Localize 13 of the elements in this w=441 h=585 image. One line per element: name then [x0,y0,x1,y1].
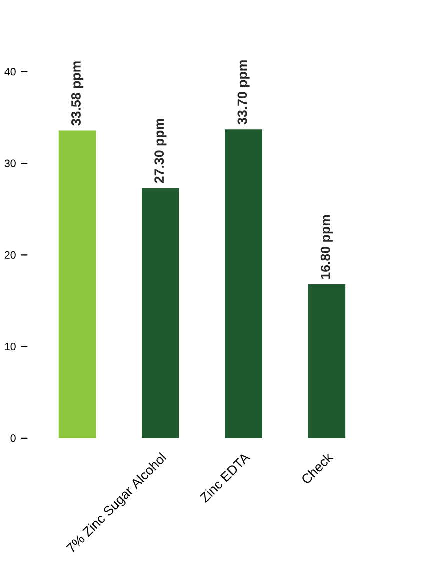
y-tick-label: 10 [5,343,16,351]
bar [224,130,262,438]
data-label: 33.58 ppm [71,62,84,126]
bar [142,188,180,438]
y-tick-label: 40 [4,68,16,76]
y-tick-label: 0 [10,434,16,442]
data-label: 27.30 ppm [154,119,167,184]
y-tick-label: 30 [4,160,16,168]
y-tick-label: 20 [4,251,16,259]
data-label: 33.70 ppm [238,60,250,125]
data-label: 16.80 ppm [320,215,333,279]
bar [58,130,96,438]
bar [308,284,346,438]
